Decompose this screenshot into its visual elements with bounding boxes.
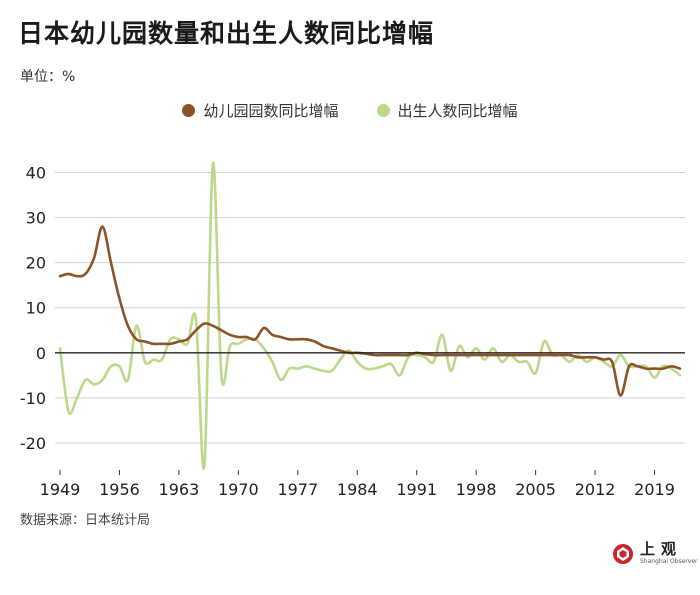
x-tick-label: 2012	[575, 480, 616, 499]
grid-layer	[55, 172, 685, 444]
y-tick-label: 0	[36, 344, 46, 363]
x-tick-label: 2005	[515, 480, 556, 499]
y-tick-label: 40	[26, 164, 46, 183]
legend-label-births: 出生人数同比增幅	[397, 102, 518, 120]
x-tick-label: 1963	[159, 480, 200, 499]
x-tick-label: 1984	[337, 480, 378, 499]
x-tick-label: 2019	[634, 480, 675, 499]
logo-sub-text: Shanghai Observer	[640, 558, 698, 565]
x-tick-label: 1991	[396, 480, 437, 499]
legend-marker-births	[376, 104, 390, 117]
x-tick-label: 1998	[456, 480, 497, 499]
y-tick-label: 30	[26, 209, 46, 228]
y-tick-label: 20	[26, 254, 46, 273]
logo-brand-text: 上观	[640, 540, 683, 558]
x-tick-label: 1970	[218, 480, 259, 499]
x-tick-label: 1977	[277, 480, 318, 499]
unit-label: 单位：%	[20, 69, 76, 85]
legend-marker-kindergarten	[182, 104, 196, 117]
legend-item-kindergarten: 幼儿园园数同比增幅	[182, 100, 339, 121]
y-tick-label: -10	[20, 389, 46, 408]
legend: 幼儿园园数同比增幅 出生人数同比增幅	[0, 100, 700, 121]
legend-item-births: 出生人数同比增幅	[376, 100, 518, 121]
chart-title: 日本幼儿园数量和出生人数同比增幅	[18, 19, 435, 48]
series-layer	[58, 161, 682, 470]
series-line-births	[58, 161, 682, 470]
brand-logo: 上观 Shanghai Observer	[612, 542, 697, 565]
source-note: 数据来源：日本统计局	[20, 513, 151, 528]
y-tick-label: 10	[26, 299, 46, 318]
y-tick-label: -20	[20, 434, 46, 453]
x-tick-label: 1949	[40, 480, 81, 499]
series-line-kindergarten	[58, 225, 682, 397]
x-tick-label: 1956	[99, 480, 140, 499]
legend-label-kindergarten: 幼儿园园数同比增幅	[203, 102, 339, 120]
axis-layer: 40 30 20 10 0 -10 -20 1949 1956 1963 1970 1977 1984 1…	[20, 164, 685, 499]
shanghai-observer-logo-icon	[613, 543, 633, 564]
